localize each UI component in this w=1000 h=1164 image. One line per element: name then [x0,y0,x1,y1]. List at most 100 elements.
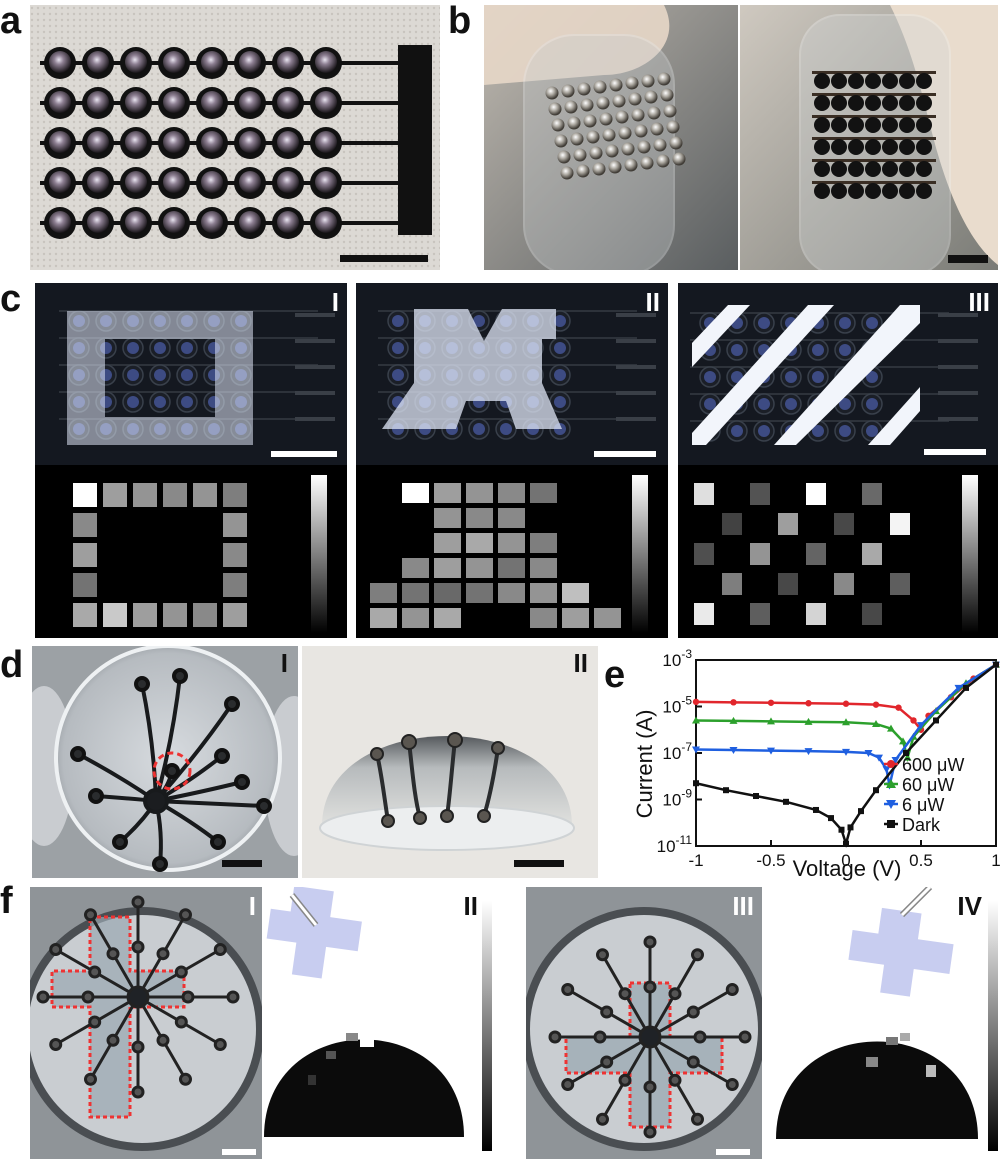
heatmap-cell [562,583,589,603]
legend-label: 6 μW [902,795,944,815]
heatmap-cell [594,608,621,628]
detector-back-pad [814,73,830,89]
detector-back-pad [899,139,915,155]
panel-f3-label: III [732,891,754,921]
heatmap-cell [530,608,557,628]
detector-pixel [315,171,337,193]
electrode-node [106,1033,120,1047]
detector-pixel [49,131,71,153]
electrode-node [668,1073,682,1087]
data-point [954,684,963,692]
detector-pixel [239,91,261,113]
heatmap-cell [750,603,770,625]
detector-back-pad [916,183,932,199]
heatmap-cell [73,513,97,537]
detector-back-pad [882,95,898,111]
electrode-node [593,1030,607,1044]
detector-bead [621,142,635,156]
detector-back-pad [882,117,898,133]
heatmap-cell [402,583,429,603]
detector-back-pad [814,183,830,199]
electrode-node [179,1072,192,1086]
heatmap-cell [193,483,217,507]
panel-c2-label: II [645,287,660,317]
electrode-node [686,1005,700,1019]
central-electrode [126,985,150,1009]
detector-bead [640,156,654,170]
detector-back-pad [865,117,881,133]
heatmap-cell [530,583,557,603]
y-tick-label: 10-5 [662,694,692,717]
scale-bar [340,255,428,262]
y-tick-label: 10-7 [662,740,692,763]
detector-bead [609,78,623,92]
data-point [693,780,699,787]
electrode-node [226,990,240,1004]
detector-bead [666,120,680,134]
heatmap-cell [466,483,493,503]
heatmap-cell [750,543,770,565]
detector-pixel [201,131,223,153]
legend-label: Dark [902,815,941,835]
electrode-node [213,1038,227,1051]
flexible-device-back-image [740,5,998,270]
heatmap-cell [73,483,97,507]
data-point [767,717,775,725]
c3-response-heatmap [694,475,978,633]
legend-marker [886,779,896,788]
legend-marker [887,820,895,828]
heatmap-cell [466,533,493,553]
electrode-node [156,1033,170,1047]
detector-pixel [125,91,147,113]
detector-pixel [315,91,337,113]
electrode-node [725,983,739,996]
detector-back-pad [882,139,898,155]
heatmap-cell [193,603,217,627]
electrode-node [172,668,188,684]
heatmap-cell [434,483,461,503]
heatmap-cell [402,558,429,578]
colorbar [311,475,327,633]
electrode-node [256,798,272,814]
electrode-node [84,1072,97,1086]
scale-bar [222,860,262,867]
scale-bar [222,1149,256,1155]
detector-back-pad [848,73,864,89]
detector-bead [560,166,574,180]
detector-bead [605,144,619,158]
panel-b-photo-left [484,5,738,270]
data-point [753,793,759,800]
photodetector-array-image [30,5,440,270]
detector-pixel [163,51,185,73]
detector-back-pad [916,117,932,133]
detector-pixel [277,211,299,233]
scale-bar [948,255,988,263]
heatmap-cell [778,513,798,535]
x-tick-label: -0.5 [756,851,785,870]
heatmap-cell [498,483,525,503]
detector-back-pad [865,73,881,89]
data-point [842,718,850,726]
data-point [838,826,845,833]
heatmap-cell [466,583,493,603]
heatmap-cell [223,513,247,537]
detector-back-pad [831,161,847,177]
panel-f3-photo: III [526,887,762,1159]
heatmap-cell [694,483,714,505]
electrode-node [131,895,145,909]
electrode-node [106,947,120,961]
electrode-node [643,1125,657,1139]
heatmap-cell [402,483,429,503]
x-tick-label: 0.5 [909,851,933,870]
cross-pattern-illumination-image-2 [526,907,762,1155]
detector-pixel [315,51,337,73]
detector-pixel [125,171,147,193]
heatmap-cell [530,483,557,503]
data-point [692,698,700,706]
detector-back-pad [882,161,898,177]
detector-pixel [87,91,109,113]
panel-c3-photo: III [678,283,998,465]
electrode-node [88,965,102,979]
scale-bar [514,860,564,867]
data-point [805,700,812,707]
